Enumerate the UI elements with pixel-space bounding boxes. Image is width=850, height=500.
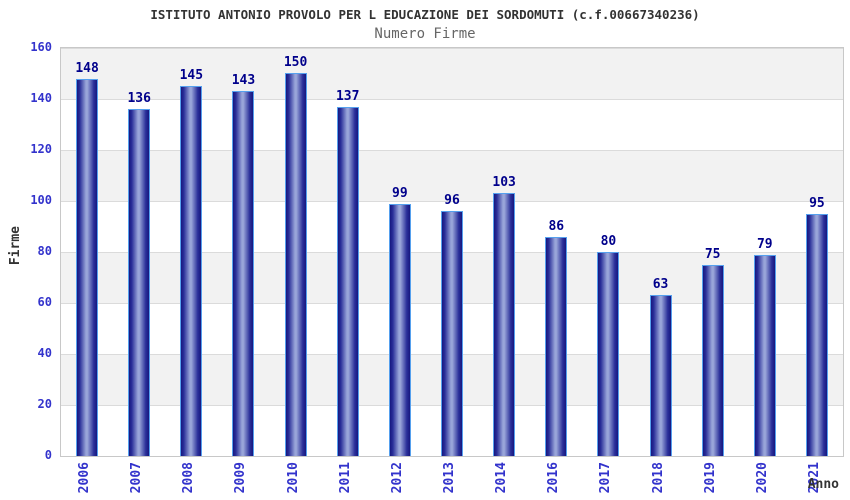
bar-value-label-2016: 86 <box>548 219 565 234</box>
bar-2017 <box>597 252 620 456</box>
x-tick-label-2007: 2007 <box>129 462 145 494</box>
bar-2009 <box>232 91 255 456</box>
bar-2012 <box>388 204 411 456</box>
y-tick-label-160: 160 <box>30 40 52 54</box>
chart-subtitle: Numero Firme <box>374 26 476 42</box>
y-tick-label-40: 40 <box>37 346 52 360</box>
bar-2018 <box>649 295 672 456</box>
y-tick-label-20: 20 <box>37 397 52 411</box>
y-tick-label-140: 140 <box>30 91 52 105</box>
x-tick-label-2016: 2016 <box>546 462 562 494</box>
bar-value-label-2013: 96 <box>444 193 460 208</box>
bar-2014 <box>493 193 516 456</box>
x-tick-label-2010: 2010 <box>285 462 301 494</box>
x-tick-label-2008: 2008 <box>181 462 197 494</box>
bar-value-label-2014: 103 <box>492 175 516 190</box>
bar-value-label-2011: 137 <box>335 89 360 104</box>
y-tick-label-0: 0 <box>44 448 52 462</box>
bar-value-label-2019: 75 <box>704 247 721 262</box>
y-tick-label-120: 120 <box>30 142 52 156</box>
x-tick-label-2018: 2018 <box>650 462 666 494</box>
plot-area: 148 136 145 143 150 137 99 96 103 86 80 63 75 79 95 <box>60 47 844 457</box>
x-tick-label-2009: 2009 <box>233 462 249 494</box>
x-tick-label-2011: 2011 <box>337 462 353 494</box>
bar-value-label-2020: 79 <box>756 237 773 252</box>
bar-2011 <box>336 107 359 456</box>
bars-layer: 148 136 145 143 150 137 99 96 103 86 80 63 75 79 95 <box>61 48 843 456</box>
bar-value-label-2007: 136 <box>127 91 151 106</box>
bar-2007 <box>128 109 151 456</box>
x-tick-label-2013: 2013 <box>442 462 457 494</box>
y-tick-label-100: 100 <box>30 193 52 207</box>
bar-2020 <box>753 255 776 456</box>
x-tick-label-2012: 2012 <box>389 462 405 494</box>
bar-2010 <box>284 73 307 456</box>
bar-2016 <box>545 237 568 456</box>
x-tick-label-2006: 2006 <box>77 462 93 494</box>
bar-2006 <box>76 79 99 456</box>
bar-value-label-2021: 95 <box>809 196 825 211</box>
x-tick-label-2020: 2020 <box>754 462 770 494</box>
x-tick-label-2017: 2017 <box>598 462 614 494</box>
bar-2008 <box>180 86 203 456</box>
bar-2021 <box>805 214 828 456</box>
bar-value-label-2018: 63 <box>652 277 669 292</box>
bar-value-label-2010: 150 <box>283 55 308 70</box>
bar-value-label-2006: 148 <box>75 61 99 76</box>
y-tick-label-60: 60 <box>37 295 52 309</box>
bar-2019 <box>701 265 724 456</box>
bar-value-label-2008: 145 <box>179 68 204 83</box>
bar-value-label-2009: 143 <box>231 73 256 88</box>
x-axis-title: Anno <box>807 477 839 492</box>
bar-value-label-2012: 99 <box>392 186 408 201</box>
bar-2013 <box>441 211 463 456</box>
x-tick-label-2019: 2019 <box>702 462 718 494</box>
x-tick-label-2014: 2014 <box>494 462 510 494</box>
chart-title: ISTITUTO ANTONIO PROVOLO PER L EDUCAZION… <box>150 7 700 22</box>
bar-value-label-2017: 80 <box>600 234 617 249</box>
y-tick-label-80: 80 <box>37 244 52 258</box>
